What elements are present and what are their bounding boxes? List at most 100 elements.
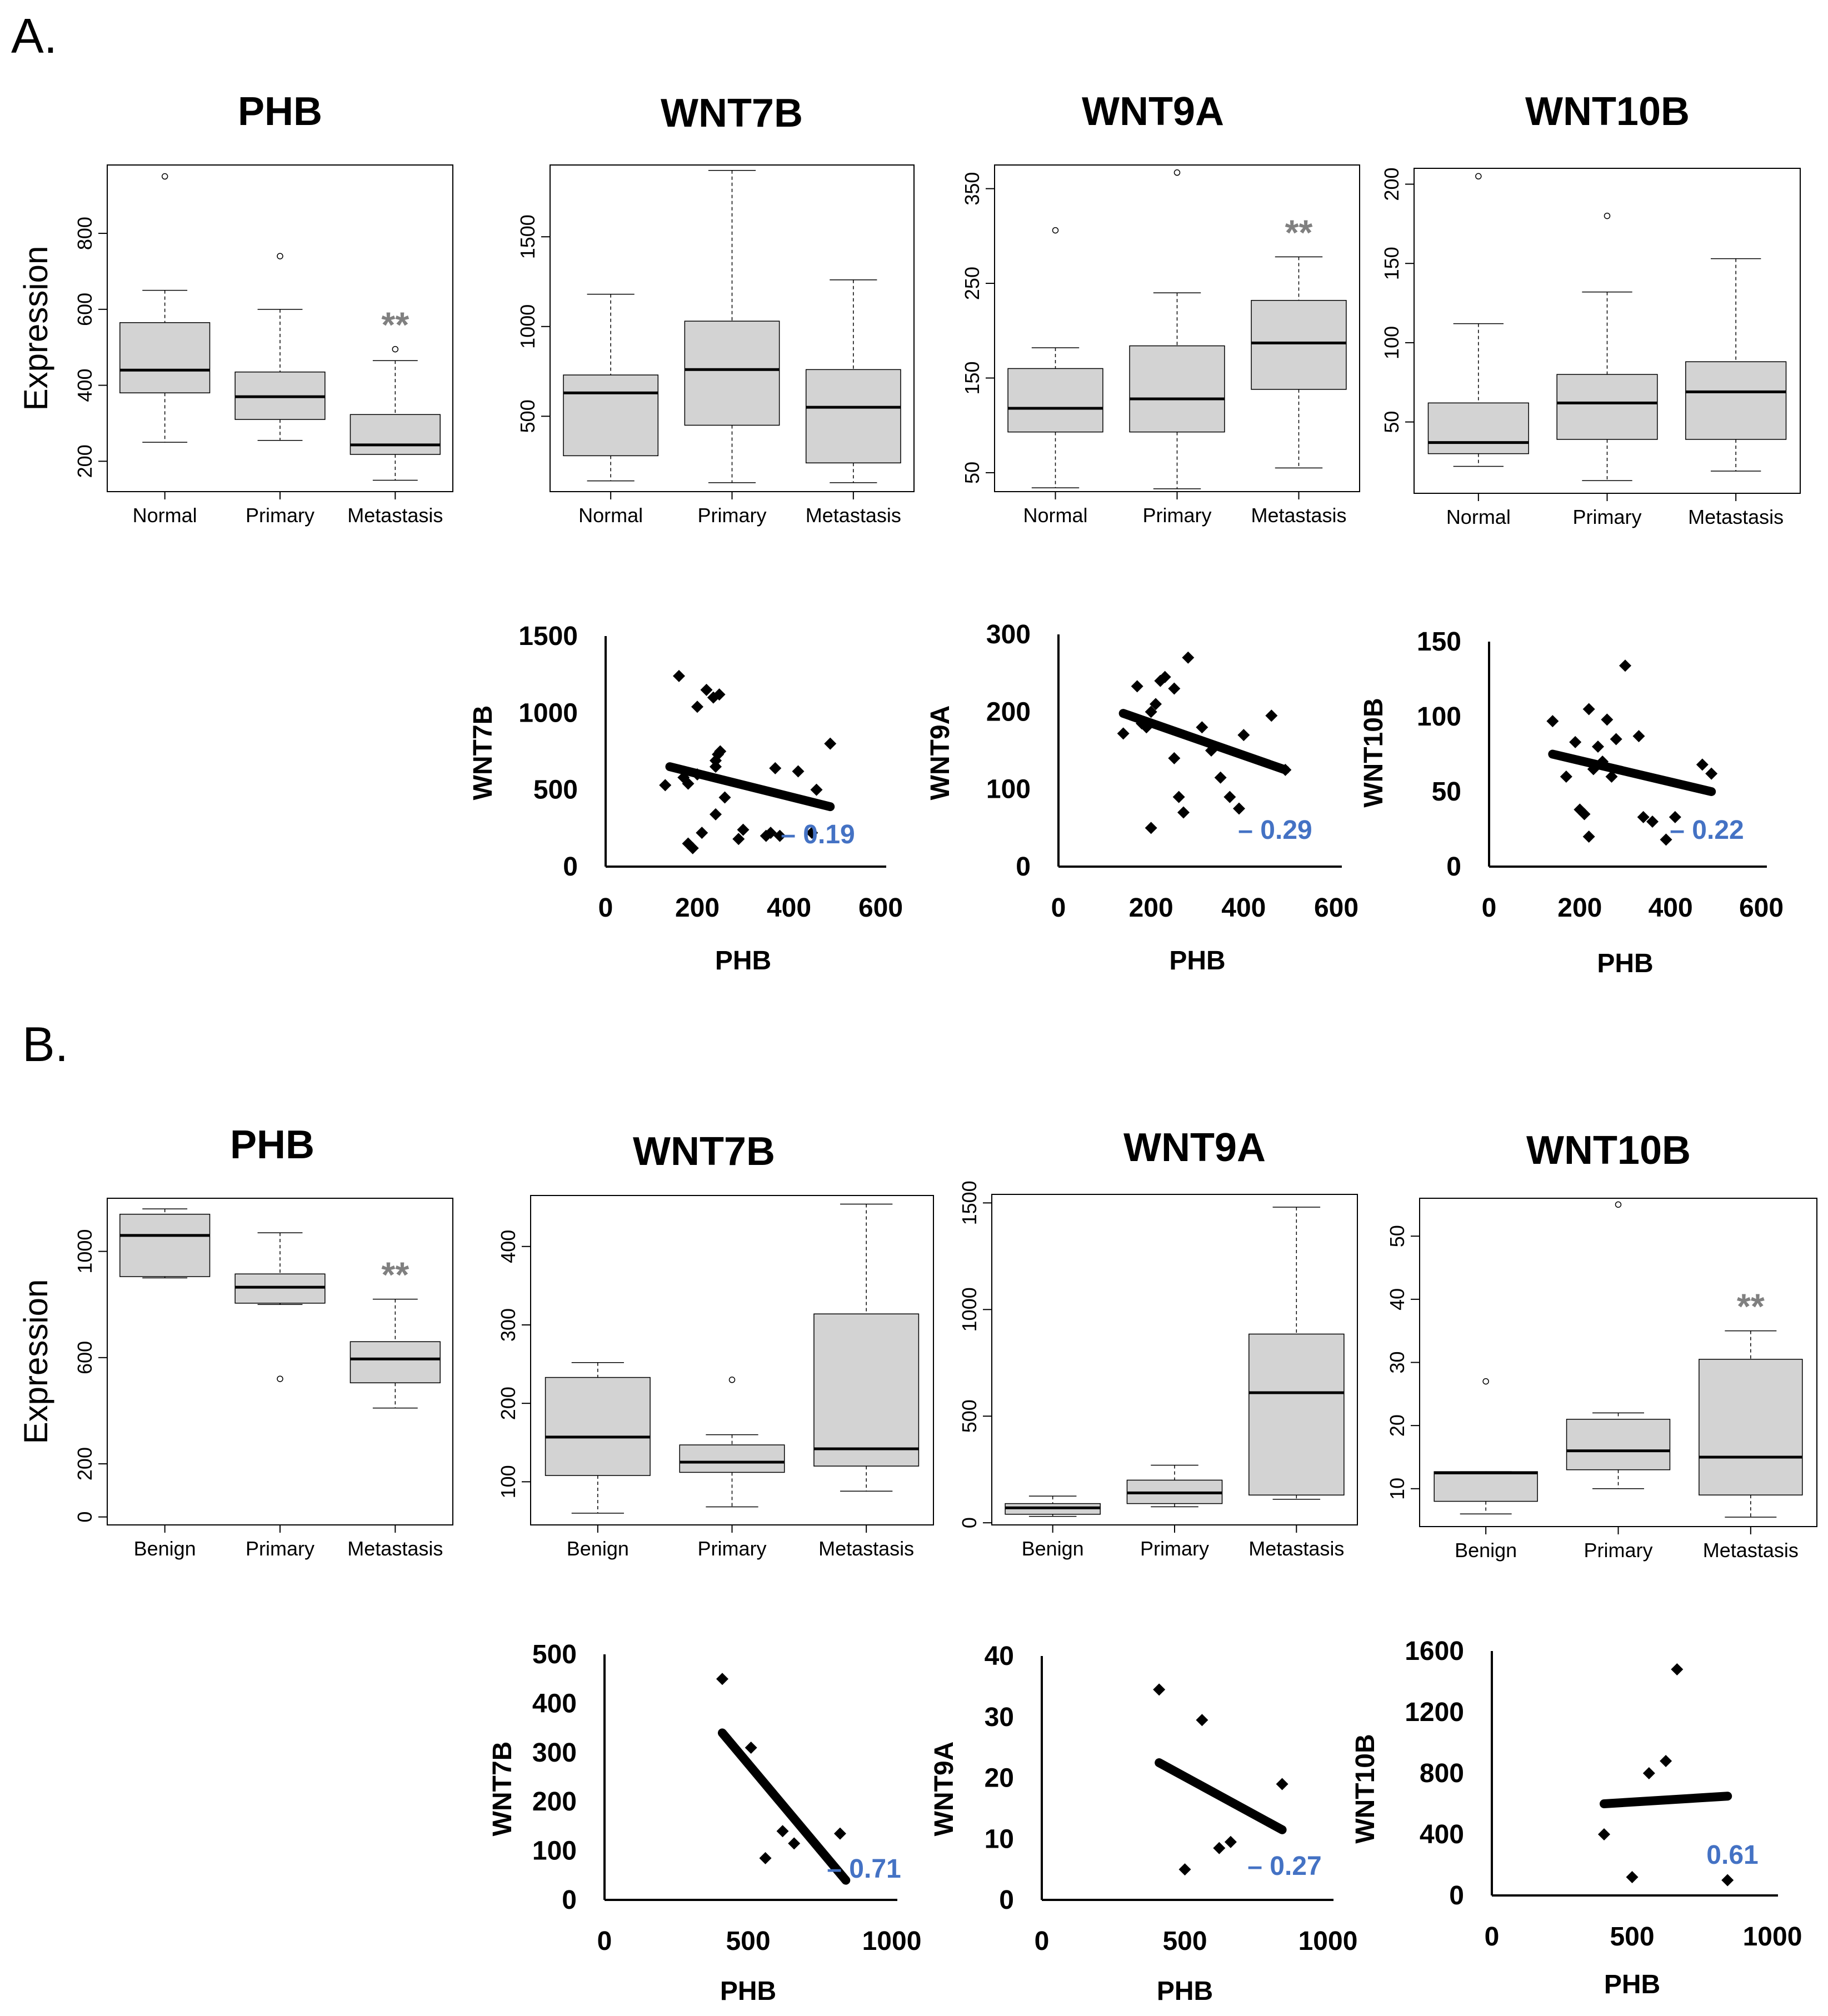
- data-point: [1237, 729, 1250, 742]
- x-tick-label: Normal: [578, 504, 643, 527]
- data-point: [792, 765, 805, 778]
- y-tick-label: 300: [497, 1308, 520, 1342]
- x-axis-label: PHB: [1157, 1977, 1213, 2006]
- data-point: [776, 1825, 789, 1838]
- x-tick-label: Primary: [1140, 1537, 1209, 1560]
- y-tick-label: 200: [497, 1387, 520, 1420]
- x-tick-label: Metastasis: [347, 1537, 443, 1560]
- data-point: [1223, 791, 1236, 803]
- y-tick-label: 0: [1446, 852, 1461, 882]
- y-tick-label: 30: [1386, 1351, 1409, 1373]
- x-tick-label: 0: [598, 893, 613, 923]
- data-point: [1276, 1778, 1288, 1790]
- data-point: [1592, 741, 1604, 753]
- x-tick-label: 200: [1129, 893, 1173, 923]
- data-point: [696, 827, 708, 839]
- x-tick-label: 400: [1649, 893, 1693, 923]
- correlation-value: 0.61: [1706, 1840, 1758, 1870]
- y-tick-label: 0: [73, 1512, 96, 1523]
- data-point: [686, 842, 699, 854]
- x-tick-label: Primary: [246, 504, 314, 527]
- iqr-box: [545, 1377, 651, 1476]
- x-tick-label: 0: [1482, 893, 1497, 923]
- x-tick-label: Benign: [134, 1537, 196, 1560]
- x-tick-label: 0: [1035, 1927, 1050, 1956]
- y-tick-label: 400: [73, 369, 96, 402]
- b-wnt10b-chart: WNT10B 10 20 30 40 50 Benign Primary Metastasis *…: [1386, 1128, 1817, 1562]
- iqr-box: [1685, 361, 1787, 440]
- x-tick-label: 600: [858, 893, 903, 923]
- outlier-point: [277, 1375, 283, 1382]
- data-point: [1150, 698, 1162, 711]
- data-point: [806, 827, 818, 839]
- x-tick-label: Metastasis: [1251, 504, 1346, 527]
- data-point: [1168, 752, 1181, 764]
- data-point: [1632, 730, 1645, 743]
- y-tick-label: 20: [985, 1764, 1014, 1793]
- a-wnt9a-chart: WNT9A 50 150 250 350 Normal Primary Metastasis *…: [961, 89, 1360, 527]
- outlier-point: [1615, 1201, 1622, 1208]
- box-metastasis: [349, 1298, 441, 1409]
- y-axis-label: WNT9A: [930, 1742, 959, 1837]
- b-sc-wnt10b-chart: 0 400 800 1200 1600 0 500 1000 PHB WNT10B 0.61: [1351, 1637, 1802, 1999]
- x-tick-label: Metastasis: [1248, 1537, 1344, 1560]
- x-tick-label: Benign: [1022, 1537, 1084, 1560]
- y-tick-label: 40: [1386, 1288, 1409, 1310]
- iqr-box: [349, 1341, 441, 1383]
- y-tick-label: 600: [73, 1341, 96, 1374]
- chart-title: WNT7B: [633, 1129, 775, 1174]
- y-tick-label: 0: [1449, 1881, 1464, 1910]
- iqr-box: [684, 321, 780, 426]
- data-point: [773, 829, 786, 842]
- y-axis-label: Expression: [17, 1279, 54, 1444]
- data-point: [659, 779, 672, 792]
- data-point: [833, 1827, 846, 1840]
- x-tick-label: Normal: [1446, 506, 1511, 528]
- iqr-box: [1556, 374, 1658, 440]
- y-tick-label: 500: [958, 1399, 981, 1433]
- y-tick-label: 150: [961, 361, 983, 394]
- data-point: [714, 745, 727, 758]
- data-point: [1177, 806, 1190, 819]
- iqr-box: [349, 414, 441, 455]
- outlier-point: [392, 346, 399, 353]
- data-point: [745, 1741, 757, 1754]
- box-primary: [684, 169, 780, 483]
- data-point: [1265, 709, 1278, 722]
- box-primary: [1556, 212, 1658, 481]
- data-point: [1569, 736, 1582, 748]
- data-point: [1214, 771, 1227, 784]
- b-sc-wnt9a-chart: 0 10 20 30 40 0 500 1000 PHB WNT9A – 0.27: [930, 1642, 1357, 2006]
- data-point: [824, 737, 837, 750]
- data-point: [1696, 758, 1709, 771]
- data-point: [1224, 1835, 1237, 1848]
- y-tick-label: 500: [532, 1640, 577, 1669]
- y-tick-label: 1000: [958, 1287, 981, 1332]
- outlier-point: [1604, 212, 1611, 219]
- b-wnt7b-chart: WNT7B 100 200 300 400 Benign Primary Metastasis: [497, 1129, 934, 1560]
- box-metastasis: [1685, 258, 1787, 472]
- data-point: [1233, 802, 1245, 815]
- x-axis-label: PHB: [1597, 949, 1653, 978]
- x-tick-label: 0: [1051, 893, 1066, 923]
- correlation-value: – 0.19: [781, 820, 855, 849]
- box-primary: [1129, 169, 1225, 489]
- y-tick-label: 1600: [1405, 1637, 1464, 1666]
- iqr-box: [1699, 1359, 1803, 1495]
- significance-stars: **: [381, 305, 409, 345]
- outlier-point: [1475, 173, 1482, 180]
- y-tick-label: 400: [1420, 1820, 1464, 1849]
- y-tick-label: 1500: [958, 1180, 981, 1225]
- box-primary: [679, 1377, 785, 1508]
- data-point: [1626, 1871, 1639, 1883]
- x-tick-label: 1000: [862, 1927, 922, 1956]
- x-axis-label: PHB: [715, 946, 771, 976]
- box-normal: [119, 173, 211, 443]
- y-axis-label: WNT9A: [926, 706, 955, 801]
- y-tick-label: 10: [985, 1824, 1014, 1854]
- y-tick-label: 200: [986, 697, 1031, 727]
- y-tick-label: 200: [73, 1447, 96, 1480]
- chart-title: WNT10B: [1526, 1128, 1691, 1173]
- x-tick-label: 600: [1739, 893, 1784, 923]
- correlation-value: – 0.29: [1238, 816, 1312, 845]
